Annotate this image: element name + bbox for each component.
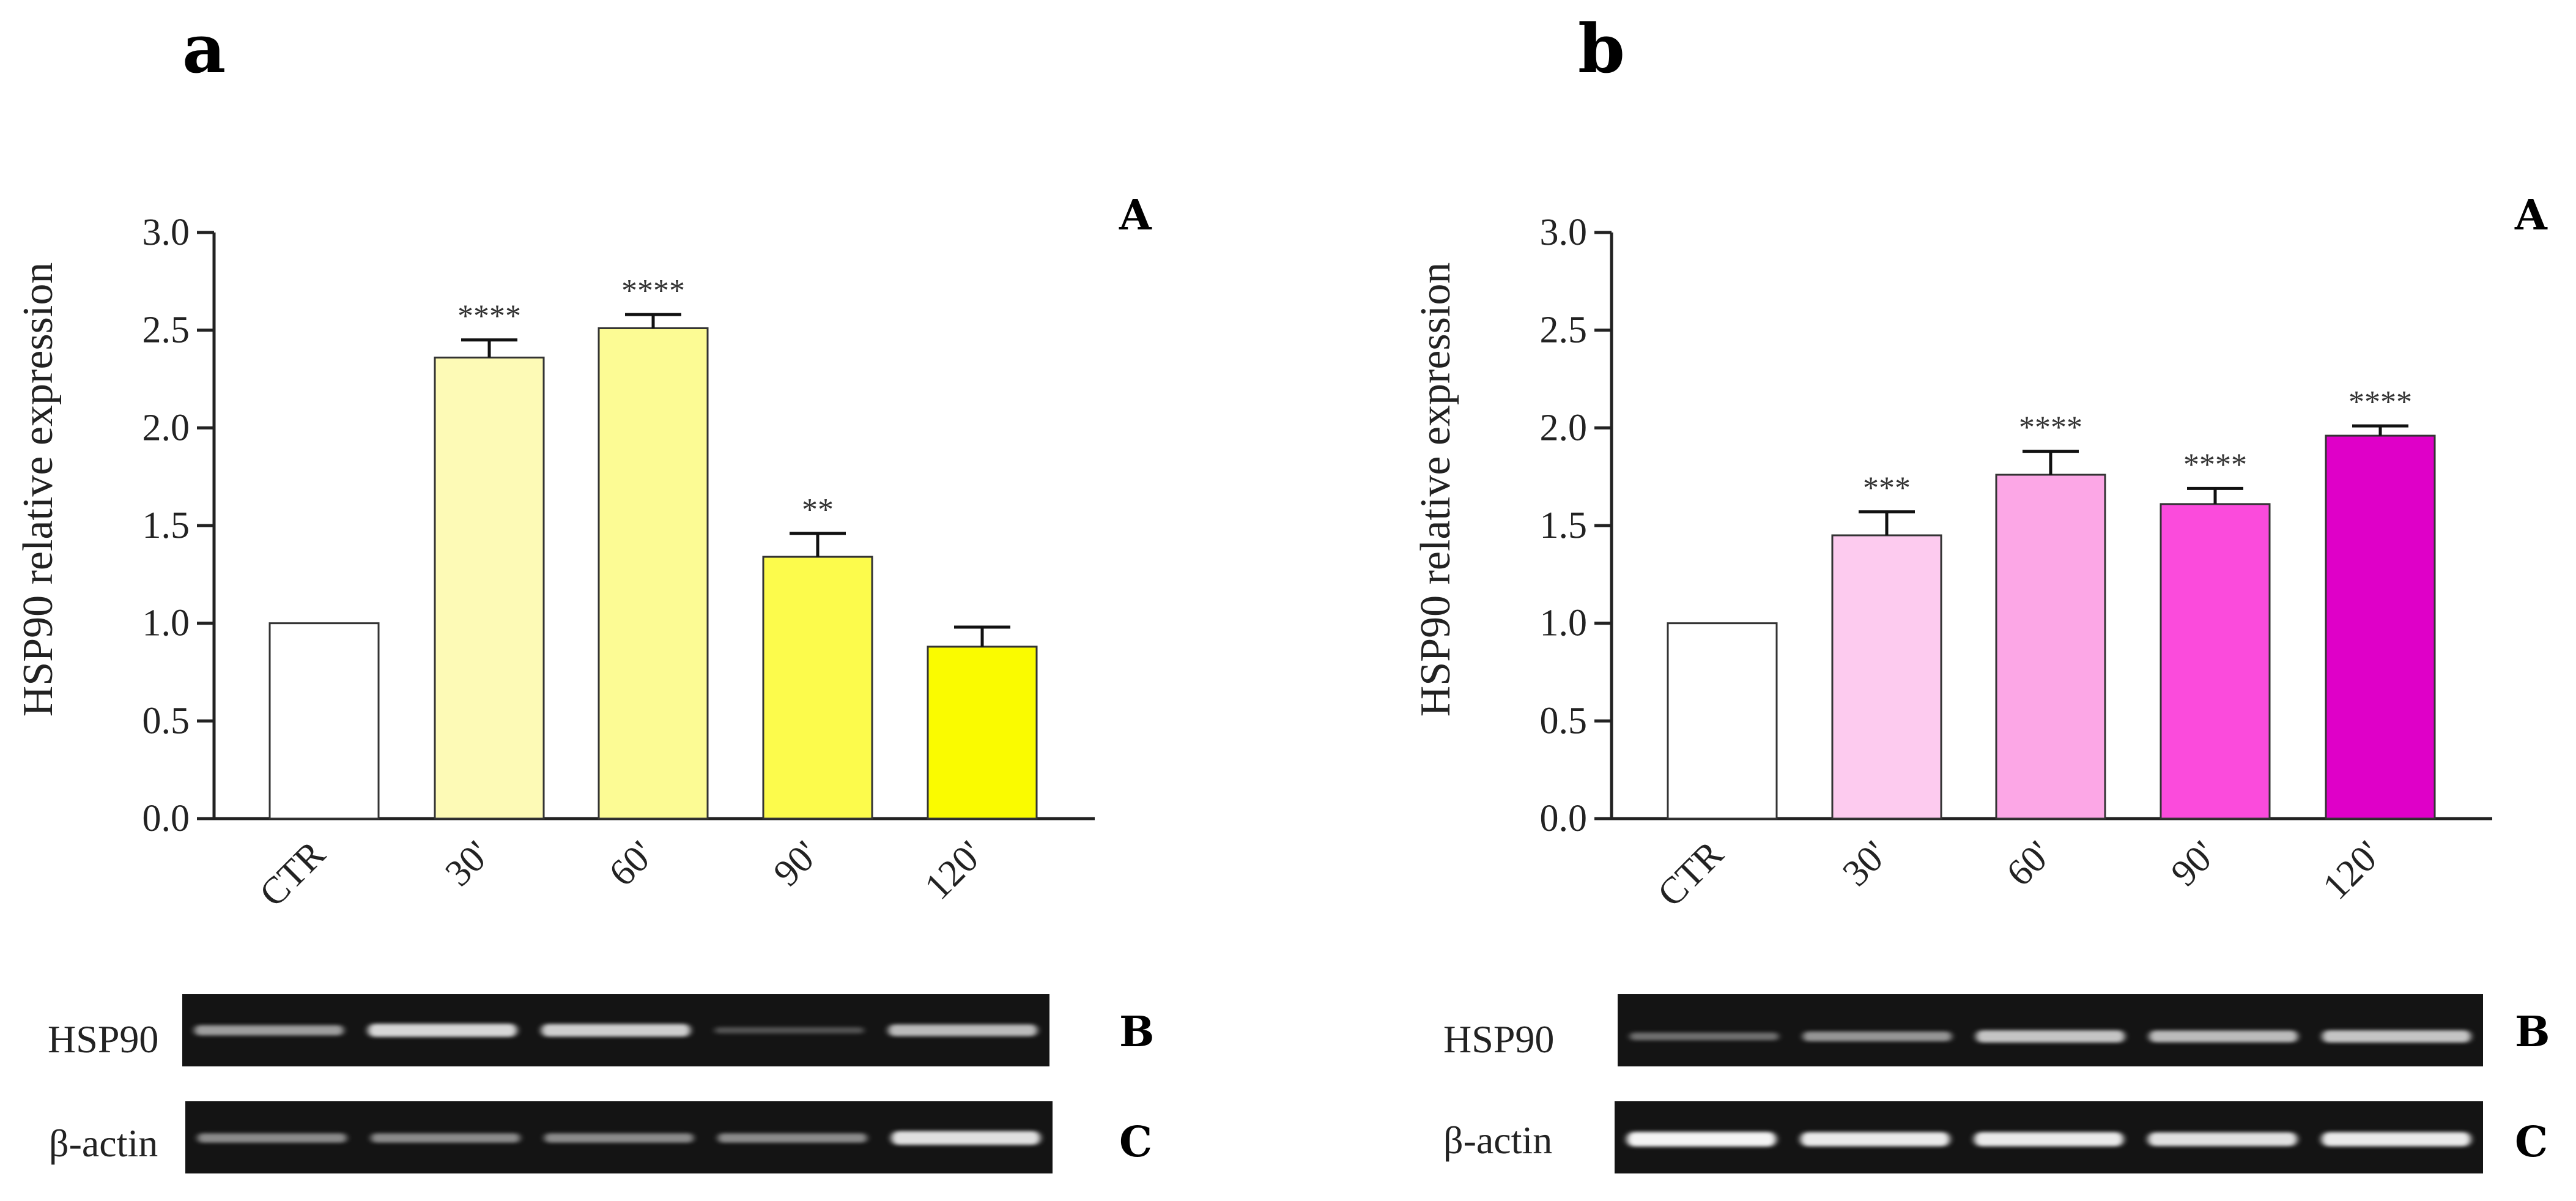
y-axis-label-b: HSP90 relative expression: [1412, 262, 1459, 717]
bar-b-4: [2325, 434, 2436, 820]
bar-a-1: [434, 356, 545, 820]
band-hsp90-a-1: [368, 1024, 517, 1037]
x-tick-label-a-1: 30': [437, 833, 498, 894]
x-tick-label-a-0: CTR: [252, 833, 334, 915]
significance-a-1: ****: [457, 299, 521, 334]
significance-b-4: ****: [2348, 385, 2412, 420]
band-actin-b-4: [2321, 1132, 2471, 1147]
y-tick-label-b: 0.5: [1540, 700, 1588, 742]
bar-b-3: [2160, 503, 2271, 820]
y-tick-label-b: 0.0: [1540, 798, 1588, 839]
significance-b-2: ****: [2019, 411, 2082, 445]
y-tick-label-a: 2.0: [142, 407, 190, 448]
band-hsp90-a-3: [714, 1027, 864, 1034]
band-hsp90-a-2: [541, 1024, 690, 1037]
bar-a-3: [762, 556, 873, 820]
y-tick-label-a: 1.5: [142, 505, 190, 546]
x-tick-label-b-3: 90': [2163, 833, 2224, 894]
bar-chart-a: HSP90 relative expression 0.0 0.5 1.0 1.5 2.…: [15, 212, 1095, 915]
bar-b-1: [1831, 534, 1942, 820]
band-actin-a-3: [717, 1133, 867, 1143]
bar-a-0: [268, 622, 380, 820]
sub-letter-a-C: C: [1119, 1118, 1152, 1167]
x-tick-label-a-2: 60': [601, 833, 662, 894]
blot-label-hsp90-a: HSP90: [48, 1017, 158, 1061]
sub-letter-a-B: B: [1119, 1008, 1154, 1057]
bar-chart-b: HSP90 relative expression 0.0 0.5 1.0 1.5 2.…: [1412, 212, 2492, 915]
x-tick-label-a-3: 90': [766, 833, 827, 894]
x-tick-label-a-4: 120': [917, 833, 991, 908]
blot-label-actin-a: β-actin: [49, 1121, 158, 1165]
y-tick-label-a: 0.0: [142, 798, 190, 839]
band-actin-a-0: [197, 1133, 347, 1143]
western-blot-b: HSP90 β-actin: [1443, 994, 2483, 1173]
band-hsp90-b-3: [2149, 1030, 2298, 1043]
bar-b-0: [1667, 622, 1778, 820]
band-actin-a-1: [371, 1133, 520, 1143]
bar-a-2: [598, 327, 709, 820]
y-tick-label-b: 1.0: [1540, 603, 1588, 644]
band-hsp90-b-2: [1975, 1030, 2125, 1043]
significance-a-2: ****: [621, 273, 685, 308]
band-actin-b-0: [1626, 1132, 1777, 1147]
x-tick-label-b-2: 60': [1999, 833, 2060, 894]
sub-letter-b-C: C: [2515, 1118, 2548, 1167]
y-tick-label-a: 0.5: [142, 700, 190, 742]
y-tick-label-b: 2.5: [1540, 310, 1588, 351]
panel-letter-b: b: [1578, 9, 1625, 88]
x-tick-label-b-0: CTR: [1650, 833, 1732, 915]
y-tick-label-a: 2.5: [142, 310, 190, 351]
y-tick-label-b: 2.0: [1540, 407, 1588, 448]
band-actin-a-4: [891, 1131, 1041, 1145]
band-hsp90-a-0: [194, 1025, 344, 1036]
band-hsp90-b-1: [1802, 1032, 1952, 1041]
y-tick-label-b: 3.0: [1540, 212, 1588, 253]
band-actin-a-2: [544, 1133, 694, 1143]
y-tick-label-a: 3.0: [142, 212, 190, 253]
significance-b-3: ****: [2183, 447, 2247, 482]
significance-b-1: ***: [1863, 471, 1911, 506]
x-tick-label-b-4: 120': [2315, 833, 2389, 908]
band-actin-b-3: [2147, 1132, 2298, 1147]
x-tick-label-b-1: 30': [1835, 833, 1896, 894]
y-axis-label-a: HSP90 relative expression: [15, 262, 62, 717]
band-hsp90-b-0: [1629, 1032, 1779, 1041]
blot-label-hsp90-b: HSP90: [1443, 1017, 1554, 1061]
sub-letter-b-A: A: [2514, 191, 2548, 240]
blot-label-actin-b: β-actin: [1443, 1118, 1552, 1162]
sub-letter-b-B: B: [2515, 1008, 2550, 1057]
band-actin-b-2: [1974, 1132, 2124, 1147]
y-tick-label-b: 1.5: [1540, 505, 1588, 546]
sub-letter-a-A: A: [1119, 191, 1152, 240]
significance-a-3: **: [802, 493, 834, 527]
panel-letter-a: a: [182, 9, 226, 88]
band-hsp90-a-4: [888, 1024, 1038, 1036]
bar-a-4: [927, 645, 1038, 820]
bar-b-2: [1995, 474, 2106, 820]
western-blot-a: HSP90 β-actin: [48, 994, 1053, 1173]
y-tick-label-a: 1.0: [142, 603, 190, 644]
band-hsp90-b-4: [2322, 1030, 2471, 1043]
band-actin-b-1: [1800, 1132, 1950, 1147]
